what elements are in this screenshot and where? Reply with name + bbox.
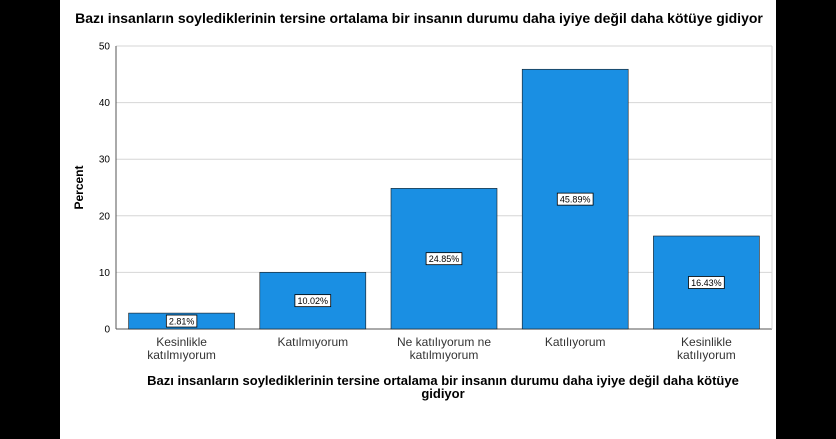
data-label-box [556, 192, 594, 206]
category-label: Katılıyorum [545, 335, 606, 349]
category-label: Ne katılıyorum ne [397, 335, 491, 349]
category-label: katılıyorum [677, 348, 736, 362]
y-tick-label: 30 [99, 155, 111, 166]
y-tick-label: 20 [99, 211, 111, 222]
chart-panel: Bazı insanların soylediklerinin tersine … [60, 0, 776, 439]
data-label: 10.02% [298, 296, 329, 306]
chart-title: Bazı insanların soylediklerinin tersine … [75, 10, 763, 26]
y-tick-label: 0 [104, 325, 110, 336]
bar-chart: Bazı insanların soylediklerinin tersine … [72, 10, 773, 401]
x-axis-label: Bazı insanların soylediklerinin tersine … [147, 373, 739, 388]
data-label: 2.81% [169, 316, 195, 326]
y-axis-label: Percent [72, 165, 86, 209]
category-label: katılmıyorum [410, 348, 479, 362]
category-label: Katılmıyorum [277, 335, 348, 349]
data-label-box [294, 294, 332, 308]
data-label: 24.85% [429, 254, 460, 264]
data-label-box [425, 252, 463, 266]
y-tick-label: 50 [99, 42, 111, 53]
x-axis-label: gidiyor [421, 386, 464, 401]
y-tick-label: 10 [99, 268, 111, 279]
category-label: Kesinlikle [156, 335, 207, 349]
data-label-box [688, 276, 725, 289]
data-label-box [165, 314, 198, 328]
y-tick-label: 40 [99, 98, 111, 109]
data-label: 16.43% [691, 278, 722, 288]
category-label: katılmıyorum [147, 348, 216, 362]
category-label: Kesinlikle [681, 335, 732, 349]
data-label: 45.89% [560, 194, 591, 204]
